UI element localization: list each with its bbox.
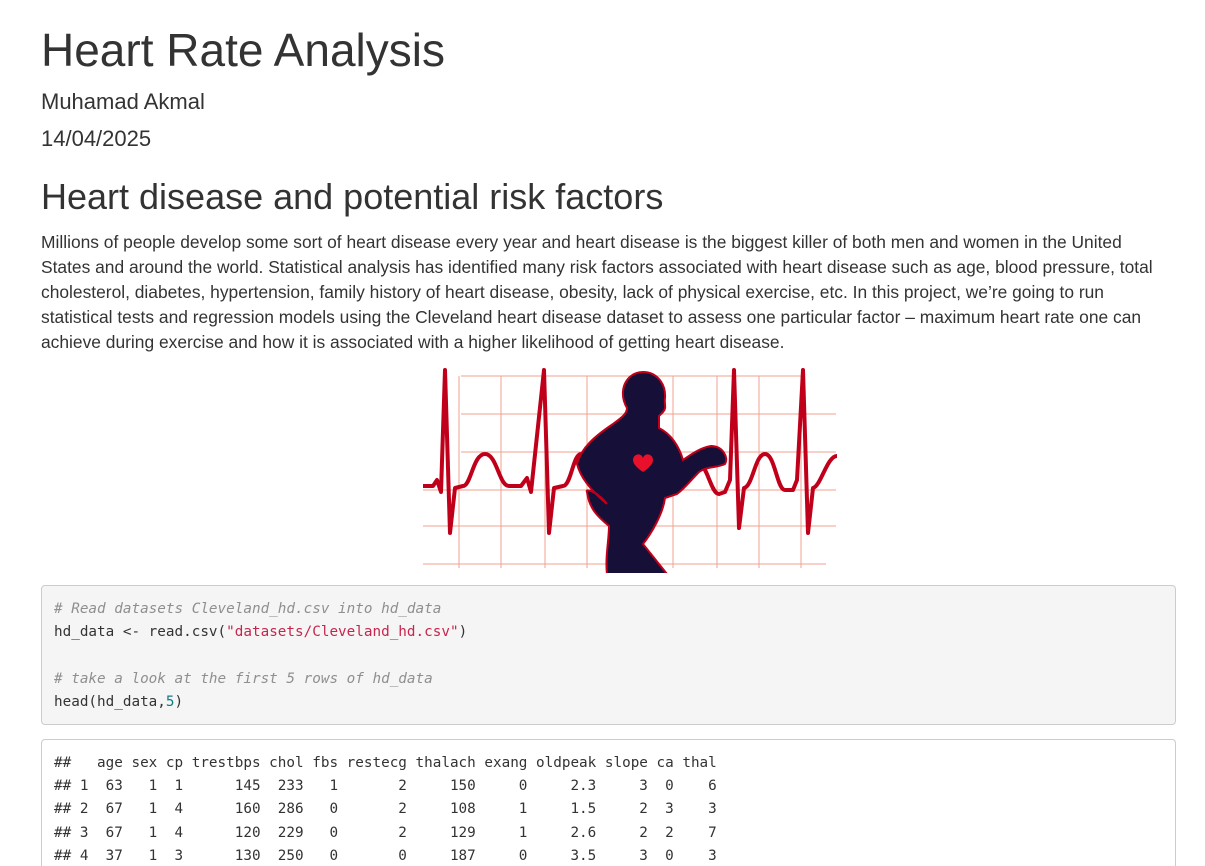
output-row: ## 3 67 1 4 120 229 0 2 129 1 2.6 2 2 7 — [54, 824, 717, 841]
code-line: head(hd_data,5) — [54, 693, 184, 710]
code-text: # Read datasets Cleveland_hd.csv into hd… — [54, 598, 1163, 714]
author-name: Muhamad Akmal — [41, 89, 205, 114]
output-text: ## age sex cp trestbps chol fbs restecg … — [54, 752, 1163, 866]
section-heading: Heart disease and potential risk factors — [41, 176, 664, 217]
code-comment: # Read datasets Cleveland_hd.csv into hd… — [54, 601, 442, 617]
ecg-runner-graphic — [423, 368, 838, 573]
code-comment: # take a look at the first 5 rows of hd_… — [54, 670, 433, 687]
runner-silhouette — [575, 370, 728, 573]
output-row: ## 1 63 1 1 145 233 1 2 150 0 2.3 3 0 6 — [54, 778, 717, 795]
page-title: Heart Rate Analysis — [41, 24, 445, 76]
output-header-row: ## age sex cp trestbps chol fbs restecg … — [54, 755, 717, 771]
code-line: hd_data <- read.csv("datasets/Cleveland_… — [54, 624, 468, 641]
output-row: ## 2 67 1 4 160 286 0 2 108 1 1.5 2 3 3 — [54, 801, 717, 818]
publish-date: 14/04/2025 — [41, 126, 152, 151]
code-number: 5 — [165, 693, 175, 710]
heart-rate-illustration — [381, 368, 841, 573]
r-output-chunk: ## age sex cp trestbps chol fbs restecg … — [41, 739, 1176, 866]
code-string: "datasets/Cleveland_hd.csv" — [226, 624, 459, 641]
r-code-chunk: # Read datasets Cleveland_hd.csv into hd… — [41, 585, 1176, 725]
heart-icon — [633, 454, 653, 472]
intro-paragraph: Millions of people develop some sort of … — [41, 232, 1153, 352]
output-row: ## 4 37 1 3 130 250 0 0 187 0 3.5 3 0 3 — [54, 847, 717, 864]
